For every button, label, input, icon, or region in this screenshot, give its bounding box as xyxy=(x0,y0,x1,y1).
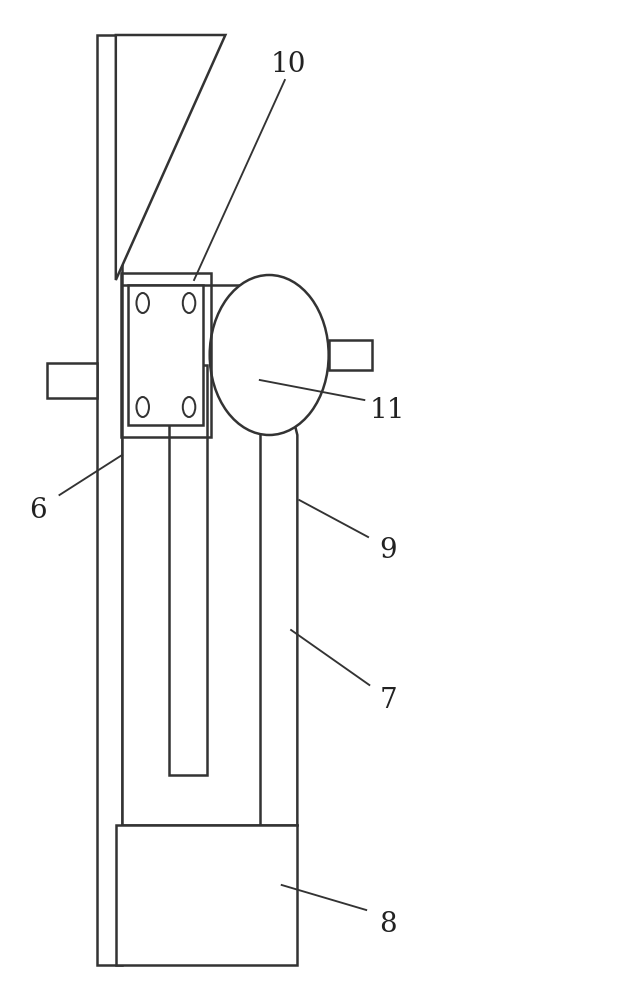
Circle shape xyxy=(136,293,149,313)
Circle shape xyxy=(183,397,195,417)
Bar xyxy=(47,362,97,397)
Bar xyxy=(169,365,207,775)
Text: 6: 6 xyxy=(29,496,46,524)
Bar xyxy=(122,285,260,825)
Bar xyxy=(121,273,211,437)
Text: 8: 8 xyxy=(379,912,397,938)
Polygon shape xyxy=(116,35,225,280)
Text: 7: 7 xyxy=(379,686,397,714)
Circle shape xyxy=(136,397,149,417)
Text: 9: 9 xyxy=(379,536,397,564)
Bar xyxy=(97,35,122,965)
Text: 11: 11 xyxy=(369,396,404,424)
Bar xyxy=(329,340,372,370)
Bar xyxy=(116,825,297,965)
Text: 10: 10 xyxy=(270,51,305,79)
Ellipse shape xyxy=(210,275,329,435)
Bar xyxy=(128,285,203,425)
Circle shape xyxy=(183,293,195,313)
